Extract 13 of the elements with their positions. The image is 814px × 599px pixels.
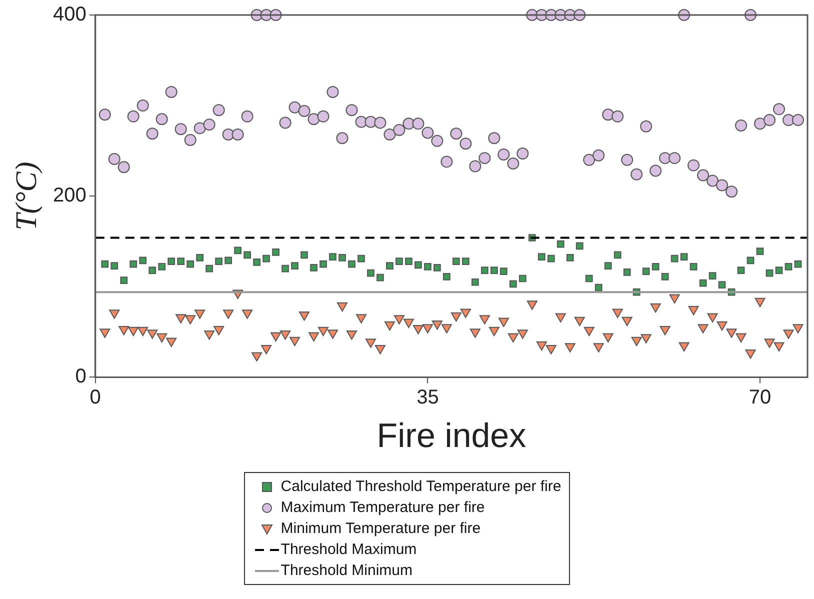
x-tick-label: 35 [416,386,439,409]
y-tick-label: 0 [75,366,86,388]
x-tick-label: 0 [90,386,101,409]
legend-label: Threshold Minimum [280,562,412,579]
legend-label: Threshold Maximum [280,541,417,558]
x-tick-label: 70 [748,386,772,409]
legend-label: Maximum Temperature per fire [280,499,485,516]
legend-label: Calculated Threshold Temperature per fire [280,478,562,495]
legend-label: Minimum Temperature per fire [280,520,481,537]
x-axis-title: Fire index [376,416,526,455]
y-tick-label: 200 [52,184,86,207]
y-tick-label: 400 [52,4,86,26]
y-axis-title: T(°C) [10,162,43,230]
